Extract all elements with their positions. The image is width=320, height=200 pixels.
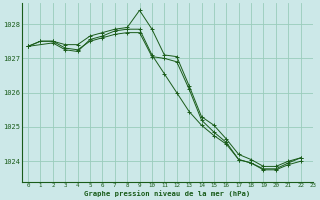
X-axis label: Graphe pression niveau de la mer (hPa): Graphe pression niveau de la mer (hPa) [84,190,251,197]
